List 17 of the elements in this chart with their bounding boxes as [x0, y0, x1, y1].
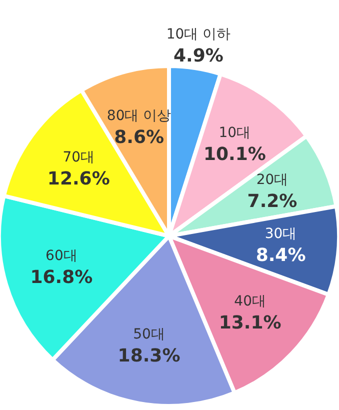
slice-label: 30대 [264, 226, 297, 242]
slice-label: 60대 [46, 248, 78, 264]
slice-label: 50대 [133, 326, 165, 342]
slice-label: 70대 [62, 149, 95, 166]
slice-label: 20대 [256, 172, 288, 188]
data-label: 8.4% [256, 244, 306, 266]
data-label: 4.9% [173, 45, 224, 66]
data-label: 8.6% [114, 126, 164, 148]
data-label: 7.2% [247, 191, 298, 212]
slice-label: 10대 [218, 125, 251, 142]
data-label: 18.3% [118, 345, 180, 366]
data-label: 16.8% [30, 266, 93, 288]
slice-label: 10대 이하 [166, 26, 231, 42]
slice-label: 40대 [234, 294, 266, 310]
data-label: 10.1% [203, 144, 266, 166]
data-label: 12.6% [47, 168, 110, 190]
data-label: 13.1% [218, 312, 282, 334]
